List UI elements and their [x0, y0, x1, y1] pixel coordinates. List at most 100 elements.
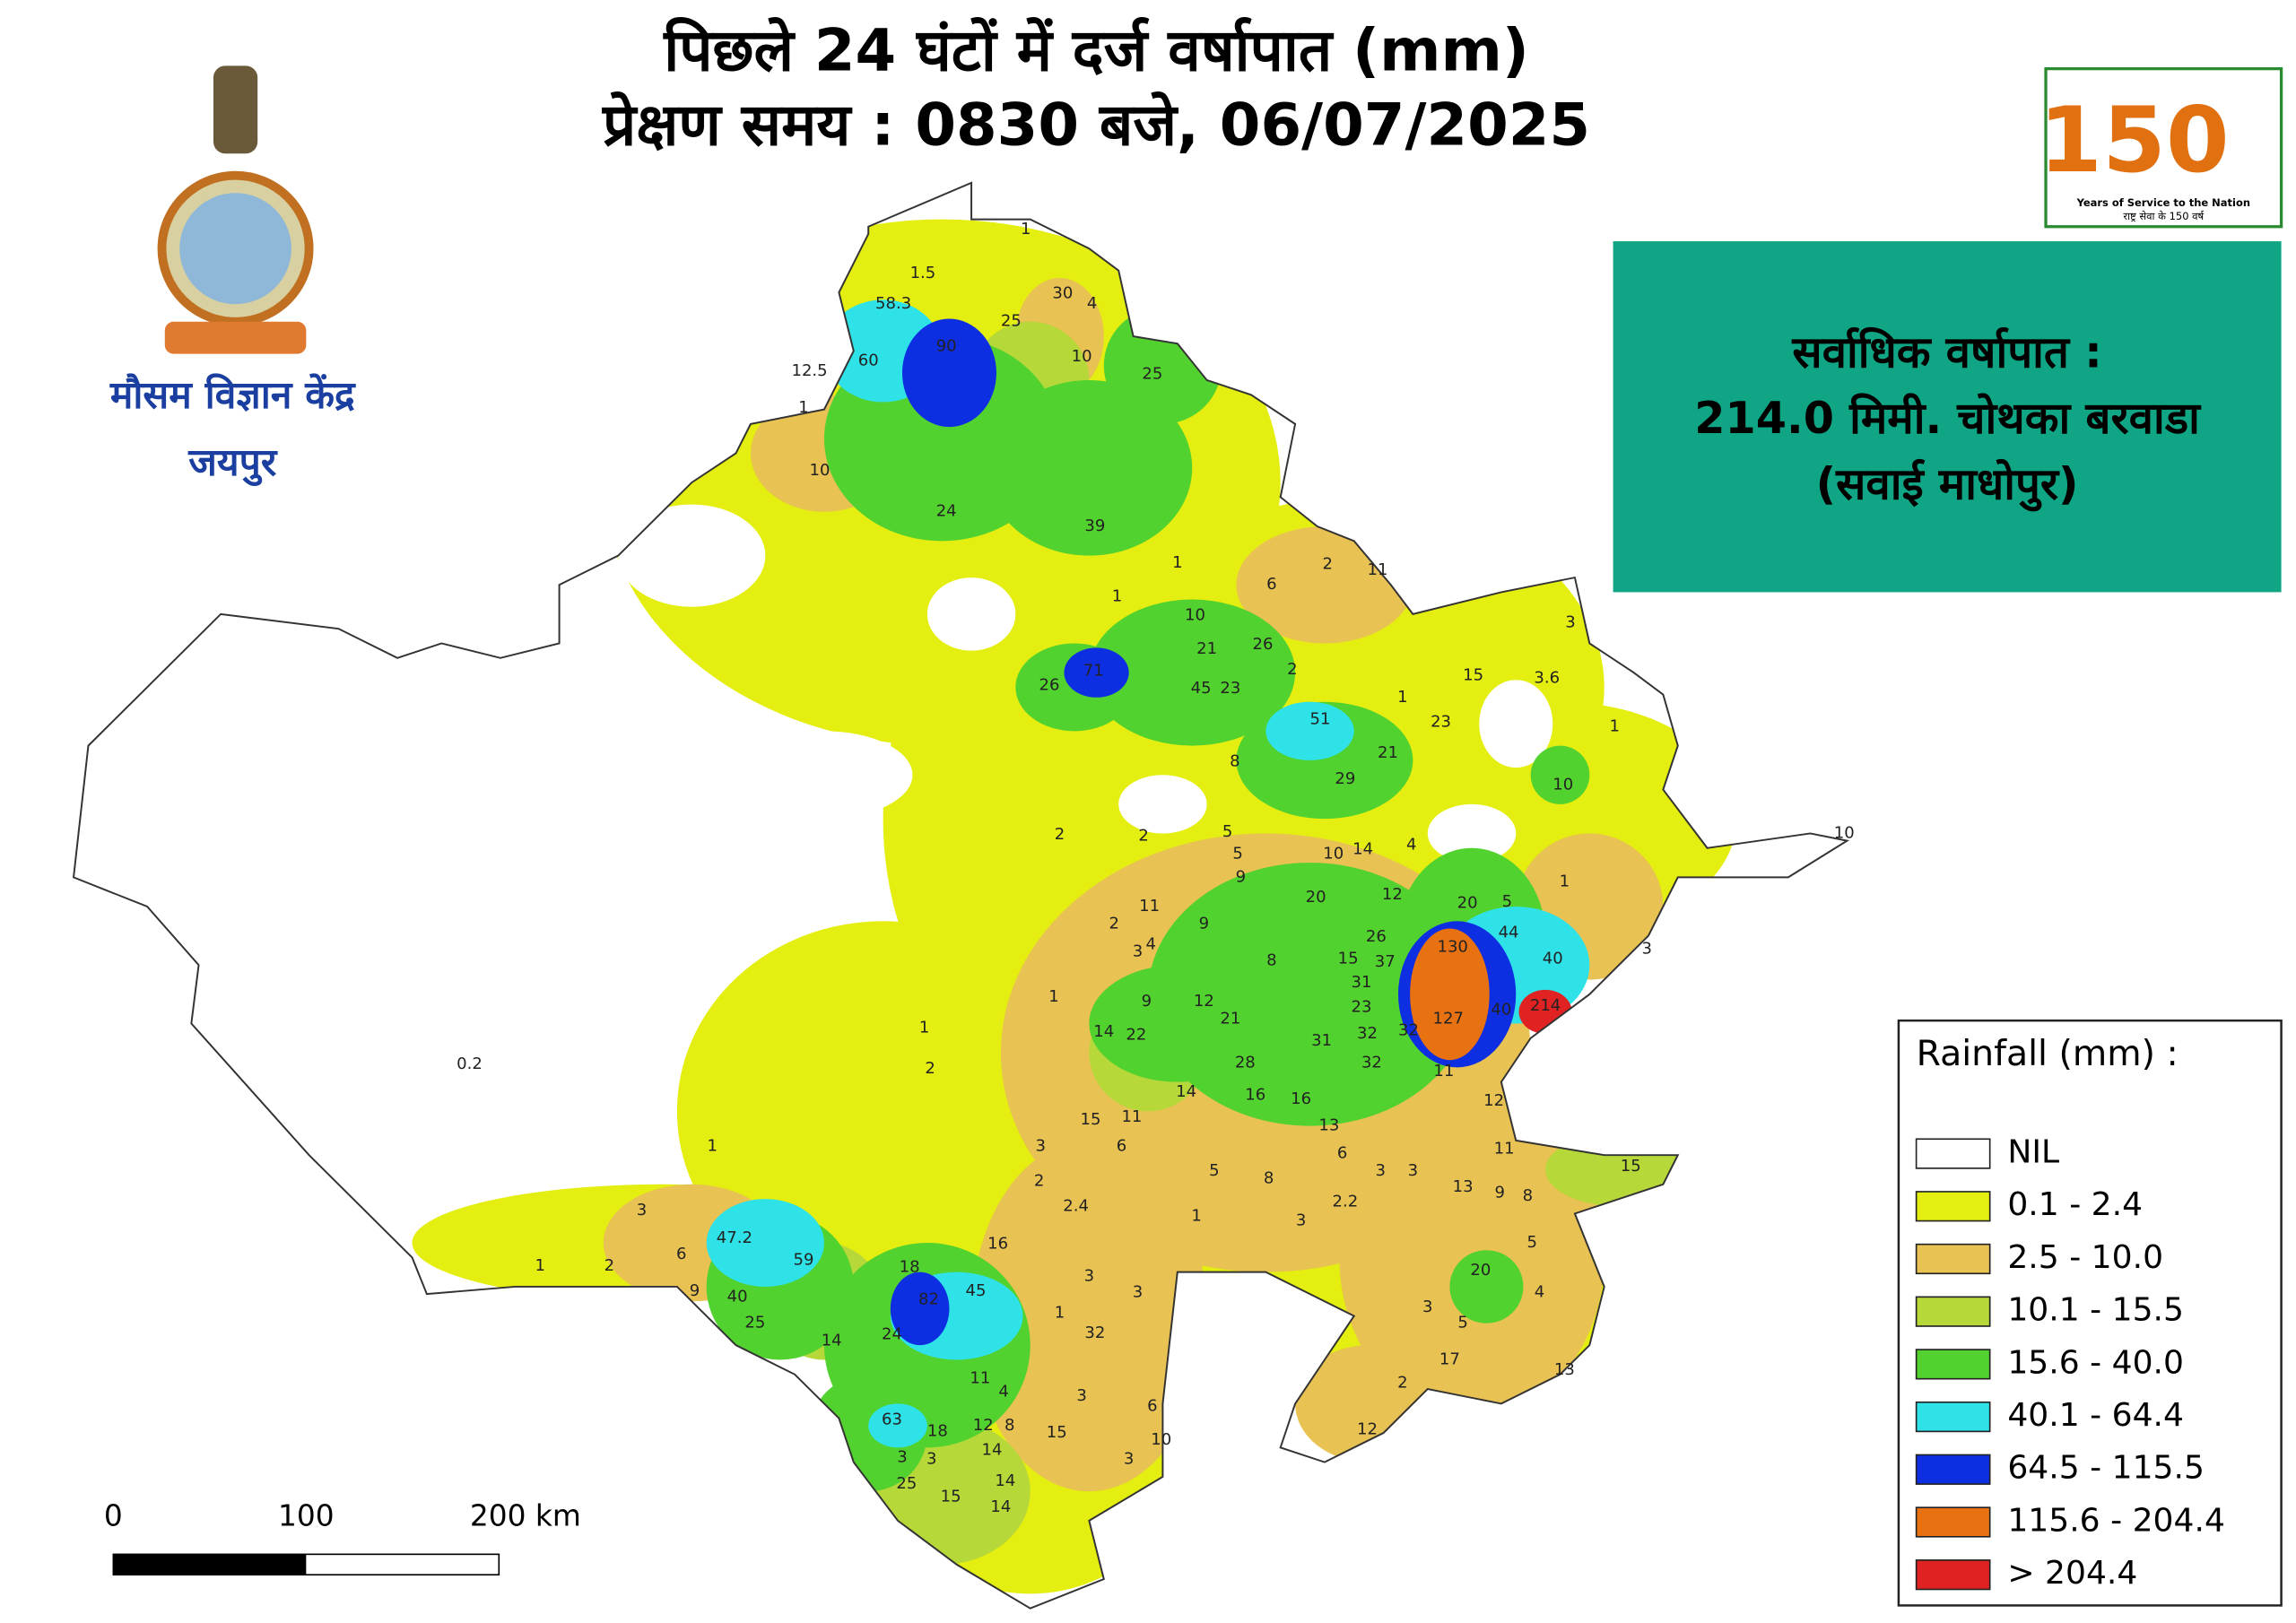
station-value: 29: [1335, 769, 1355, 788]
station-value: 214: [1530, 996, 1561, 1015]
scale-bar: [113, 1554, 307, 1575]
station-value: 6: [1147, 1397, 1157, 1416]
legend-label: 0.1 - 2.4: [2007, 1186, 2143, 1223]
station-value: 14: [1093, 1022, 1114, 1041]
station-value: 8: [1266, 950, 1276, 969]
station-value: 23: [1220, 679, 1240, 698]
legend-label: NIL: [2007, 1134, 2059, 1171]
station-value: 8: [1264, 1168, 1274, 1187]
legend-swatch: [1915, 1296, 1991, 1327]
station-value: 1: [1055, 1303, 1065, 1322]
station-value: 10: [1072, 347, 1092, 366]
info-line: सर्वाधिक वर्षापात :: [1791, 326, 2101, 378]
station-value: 17: [1439, 1350, 1460, 1369]
station-value: 25: [1001, 312, 1022, 331]
station-value: 6: [676, 1245, 686, 1263]
rainfall-zones: [412, 219, 1737, 1594]
station-value: 16: [1245, 1085, 1265, 1104]
station-value: 25: [896, 1474, 917, 1493]
station-value: 2: [1109, 915, 1119, 933]
station-value: 2.2: [1333, 1192, 1359, 1211]
station-value: 60: [858, 352, 879, 370]
rainfall-zone: [890, 1271, 950, 1346]
station-value: 15: [1463, 665, 1483, 684]
station-value: 25: [1142, 364, 1162, 383]
legend-label: 40.1 - 64.4: [2007, 1397, 2184, 1434]
station-value: 9: [1142, 992, 1152, 1011]
station-value: 4: [1535, 1283, 1544, 1302]
station-value: 4: [1146, 934, 1156, 953]
station-value: 14: [822, 1331, 842, 1350]
station-value: 22: [1126, 1026, 1146, 1045]
station-value: 10: [1834, 823, 1855, 842]
station-value: 3: [1565, 613, 1575, 632]
station-value: 4: [1087, 294, 1097, 313]
station-value: 2: [604, 1256, 614, 1275]
station-value: 15: [1081, 1110, 1101, 1129]
station-value: 3: [897, 1448, 907, 1467]
station-value: 40: [727, 1287, 748, 1306]
station-value: 1: [919, 1018, 929, 1037]
station-value: 23: [1431, 713, 1451, 732]
station-value: 10: [1552, 776, 1573, 794]
station-value: 10: [1323, 844, 1344, 863]
station-value: 47.2: [717, 1228, 752, 1247]
subtitle: प्रेक्षण समय : 0830 बजे, 06/07/2025: [601, 91, 1590, 160]
station-value: 3: [1124, 1449, 1134, 1468]
station-value: 13: [1554, 1360, 1575, 1379]
rainfall-zone: [868, 1403, 927, 1448]
station-value: 32: [1398, 1021, 1419, 1040]
imd-logo: [157, 65, 314, 354]
legend: NIL 0.1 - 2.4 2.5 - 10.0 10.1 - 15.5 15.6 - …: [1915, 1134, 2225, 1592]
station-value: 8: [1523, 1186, 1533, 1205]
station-value: 3: [1376, 1161, 1386, 1180]
station-value: 51: [1310, 709, 1331, 728]
station-value: 3: [1084, 1267, 1094, 1286]
station-value: 11: [1139, 897, 1160, 916]
station-value: 3: [1133, 942, 1143, 961]
station-value: 2: [1322, 554, 1332, 573]
legend-swatch: [1915, 1559, 1991, 1591]
station-value: 3: [1642, 939, 1652, 958]
station-value: 21: [1220, 1010, 1240, 1028]
legend-label: 115.6 - 204.4: [2007, 1503, 2225, 1540]
station-value: 3: [1133, 1283, 1143, 1302]
rainfall-zone: [1089, 599, 1296, 746]
rainfall-zone: [1295, 1345, 1443, 1462]
legend-label: > 204.4: [2007, 1555, 2137, 1592]
station-value: 15: [941, 1488, 961, 1506]
station-value: 1: [1191, 1207, 1201, 1226]
station-value: 15: [1047, 1423, 1067, 1442]
station-value: 16: [1291, 1089, 1311, 1108]
station-value: 3: [1408, 1161, 1418, 1180]
title: पिछले 24 घंटों में दर्ज वर्षापात (mm): [662, 17, 1529, 85]
station-value: 12: [1357, 1420, 1378, 1439]
station-value: 21: [1378, 743, 1398, 762]
station-value: 58.3: [875, 294, 911, 313]
station-value: 82: [918, 1290, 939, 1309]
legend-label: 15.6 - 40.0: [2007, 1344, 2184, 1381]
station-value: 2: [1034, 1172, 1044, 1191]
legend-swatch: [1915, 1349, 1991, 1380]
station-value: 12: [1483, 1091, 1504, 1110]
station-value: 5: [1527, 1233, 1537, 1252]
station-value: 3.6: [1534, 669, 1560, 688]
station-value: 2.4: [1063, 1196, 1089, 1215]
station-value: 6: [1337, 1144, 1347, 1163]
office-name: मौसम विज्ञान केंद्र: [109, 373, 356, 418]
legend-swatch: [1915, 1191, 1991, 1222]
station-value: 1: [798, 398, 808, 417]
station-value: 18: [900, 1258, 920, 1277]
rainfall-zone: [971, 1140, 1207, 1492]
station-value: 20: [1470, 1261, 1491, 1280]
rainfall-zone: [926, 577, 1016, 651]
station-value: 12.5: [791, 361, 827, 380]
station-value: 5: [1222, 822, 1232, 841]
station-value: 1.5: [910, 264, 936, 282]
info-line: 214.0 मिमी. चोथका बरवाडा: [1694, 392, 2202, 444]
rainfall-zone: [706, 1199, 824, 1287]
info-line: (सवाई माधोपुर): [1816, 458, 2079, 512]
station-value: 31: [1351, 973, 1371, 992]
